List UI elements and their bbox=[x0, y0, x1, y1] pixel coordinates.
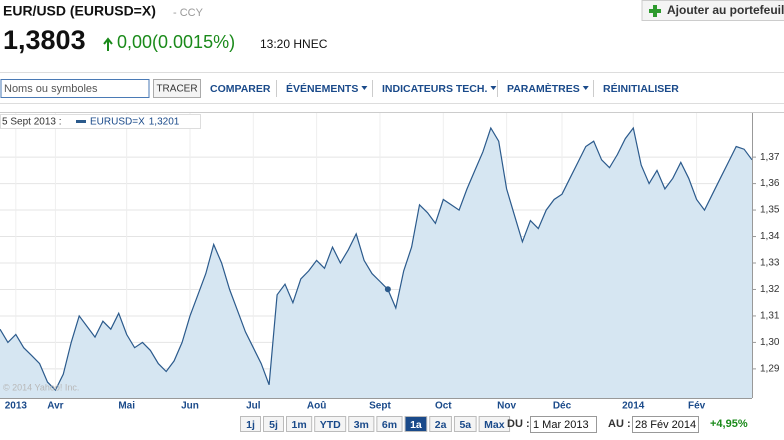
y-tick-label: 1,31 bbox=[760, 311, 780, 322]
to-label: AU : bbox=[608, 418, 631, 430]
y-tick-label: 1,30 bbox=[760, 337, 780, 348]
y-tick-label: 1,35 bbox=[760, 205, 780, 216]
toolbar-items: COMPARER ÉVÉNEMENTS INDICATEURS TECH. PARAM… bbox=[210, 80, 679, 97]
y-tick-label: 1,37 bbox=[760, 152, 780, 163]
exchange: - CCY bbox=[173, 7, 204, 19]
range-button[interactable] bbox=[263, 416, 284, 432]
hover-point bbox=[384, 286, 391, 293]
performance: +4,95% bbox=[710, 418, 748, 430]
toolbar-item[interactable]: PARAMÈTRES bbox=[507, 82, 580, 95]
range-button[interactable] bbox=[314, 416, 347, 432]
up-arrow bbox=[103, 37, 113, 51]
range-button-label[interactable]: 6m bbox=[382, 419, 397, 431]
y-tick-label: 1,32 bbox=[760, 284, 780, 295]
to-date[interactable]: 28 Fév 2014 bbox=[635, 419, 696, 431]
range-button-label[interactable]: 2a bbox=[435, 419, 447, 431]
watermark: © 2014 Yahoo! Inc. bbox=[3, 382, 79, 392]
x-tick-label: Nov bbox=[497, 401, 516, 412]
legend-date: 5 Sept 2013 : bbox=[2, 117, 62, 128]
from-label: DU : bbox=[507, 418, 530, 430]
toolbar-item[interactable]: RÉINITIALISER bbox=[603, 82, 679, 95]
legend-value: 1,3201 bbox=[149, 117, 180, 128]
x-tick-label: Fév bbox=[688, 401, 706, 412]
area bbox=[0, 128, 752, 398]
x-tick-label: Jul bbox=[246, 401, 261, 412]
legend-box bbox=[0, 114, 201, 129]
range-button-label[interactable]: 3m bbox=[354, 419, 369, 431]
dropdown-arrow bbox=[361, 86, 368, 90]
x-tick-label: Avr bbox=[47, 401, 63, 412]
x-tick-label: Sept bbox=[369, 401, 391, 412]
range-button-label[interactable]: YTD bbox=[320, 419, 341, 431]
dropdown-arrow bbox=[582, 86, 589, 90]
y-tick-label: 1,36 bbox=[760, 178, 780, 189]
range-button[interactable] bbox=[348, 416, 375, 432]
x-tick-label: Jun bbox=[181, 401, 199, 412]
toolbar-item[interactable]: INDICATEURS TECH. bbox=[382, 83, 487, 95]
x-tick-label: Oct bbox=[435, 401, 452, 412]
range-button-label[interactable]: 5a bbox=[459, 419, 471, 431]
range-button-label[interactable]: 1m bbox=[292, 419, 307, 431]
range-button[interactable] bbox=[453, 416, 477, 432]
range-button[interactable] bbox=[376, 416, 403, 432]
range-button[interactable] bbox=[286, 416, 313, 432]
time: 13:20 HNEC bbox=[260, 37, 328, 51]
plus-icon bbox=[653, 5, 657, 17]
search-placeholder[interactable]: Noms ou symboles bbox=[4, 83, 98, 95]
add-button[interactable] bbox=[641, 0, 784, 21]
trace-button[interactable] bbox=[153, 79, 201, 98]
trace-button-label[interactable]: TRACER bbox=[156, 84, 197, 95]
legend-series: EURUSD=X bbox=[90, 117, 145, 128]
y-tick-label: 1,29 bbox=[760, 364, 780, 375]
range-button[interactable] bbox=[404, 416, 428, 432]
toolbar-item[interactable]: ÉVÉNEMENTS bbox=[286, 82, 358, 95]
range-buttons: 1j 5j 1m YTD 3m 6m 1a 2a 5a Max bbox=[240, 416, 511, 432]
range-button[interactable] bbox=[429, 416, 452, 432]
range-button-label[interactable]: Max bbox=[484, 419, 505, 431]
legend-swatch bbox=[76, 120, 86, 123]
add-button-label[interactable]: Ajouter au portefeuill bbox=[667, 3, 784, 17]
range-button-label[interactable]: 5j bbox=[269, 419, 278, 431]
from-date[interactable]: 1 Mar 2013 bbox=[533, 419, 589, 431]
x-tick-label: Mai bbox=[118, 401, 135, 412]
change: 0,00(0.0015%) bbox=[117, 32, 235, 52]
from-input[interactable] bbox=[530, 416, 597, 433]
to-input[interactable] bbox=[632, 416, 699, 433]
dropdown-arrow bbox=[490, 86, 497, 90]
range-button[interactable] bbox=[240, 416, 261, 432]
toolbar-item[interactable]: COMPARER bbox=[210, 83, 271, 95]
symbol: EUR/USD (EURUSD=X) bbox=[3, 3, 156, 19]
y-tick-label: 1,33 bbox=[760, 258, 780, 269]
search-input[interactable] bbox=[0, 79, 150, 98]
x-tick-label: Aoû bbox=[307, 401, 326, 412]
line bbox=[0, 126, 753, 392]
x-tick-label: 2014 bbox=[622, 401, 645, 412]
range-button-label[interactable]: 1a bbox=[410, 419, 422, 431]
price: 1,3803 bbox=[3, 25, 86, 55]
y-tick-label: 1,34 bbox=[760, 231, 780, 242]
range-button-label[interactable]: 1j bbox=[246, 419, 255, 431]
x-tick-label: Déc bbox=[553, 401, 572, 412]
x-tick-label: 2013 bbox=[5, 401, 28, 412]
range-button[interactable] bbox=[478, 416, 511, 432]
plot: 1,29 1,30 1,31 1,32 1,33 1,34 1,35 1,36 1,37 2013… bbox=[0, 113, 780, 412]
